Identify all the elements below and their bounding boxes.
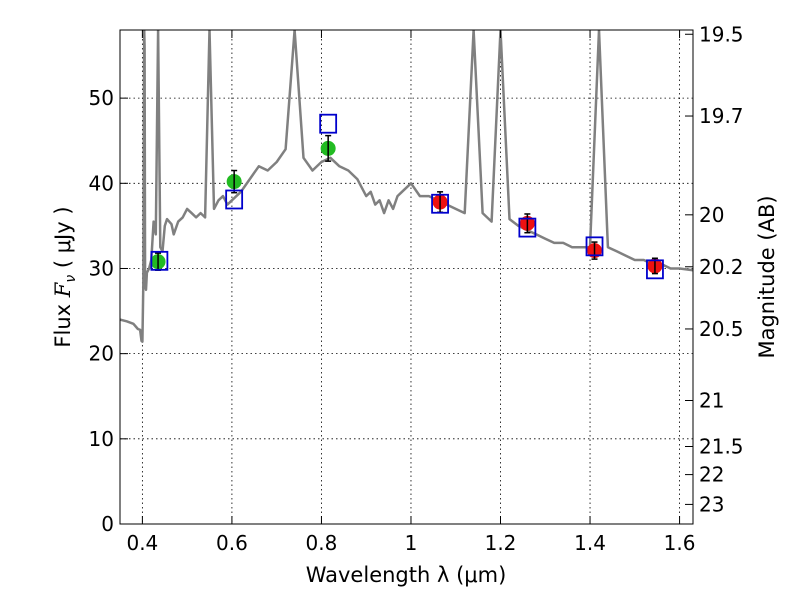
model-square-point <box>431 193 449 214</box>
x-tick-label: 0.4 <box>126 531 158 555</box>
x-tick-label: 0.8 <box>306 531 338 555</box>
model-square-point <box>518 217 537 238</box>
mag-tick-label: 21 <box>699 389 724 413</box>
mag-tick-label: 22 <box>699 463 724 487</box>
x-tick-label: 1.6 <box>664 531 696 555</box>
model-square-point <box>150 250 169 271</box>
right-axis-title: Magnitude (AB) <box>755 195 779 358</box>
y-tick-label: 0 <box>101 512 114 536</box>
y-tick-label: 20 <box>89 342 114 366</box>
mag-tick-label: 20.2 <box>699 255 744 279</box>
mag-tick-label: 20 <box>699 203 724 227</box>
x-tick-label: 1.4 <box>574 531 606 555</box>
mag-tick-label: 20.5 <box>699 317 744 341</box>
grid <box>120 30 693 524</box>
ticks: 0.4 0.6 0.8 1 1.2 1.4 1.6 0 10 20 30 40 50 19.5 19.7 20… <box>89 22 744 555</box>
model-square-point <box>585 236 604 257</box>
x-tick-label: 0.6 <box>216 531 248 555</box>
x-axis-title: Wavelength λ (μm) <box>306 563 507 587</box>
y-tick-label: 30 <box>89 256 114 280</box>
plot-area <box>120 30 693 343</box>
mag-tick-label: 19.7 <box>699 104 744 128</box>
model-square-point <box>646 259 664 280</box>
y-tick-label: 10 <box>89 427 114 451</box>
spectrum-line <box>120 30 693 343</box>
mag-tick-label: 23 <box>699 492 724 516</box>
axes-frame <box>119 29 694 525</box>
mag-tick-label: 21.5 <box>699 434 744 458</box>
model-square-point <box>225 189 244 210</box>
x-tick-label: 1 <box>405 531 418 555</box>
y-tick-label: 40 <box>89 171 114 195</box>
y-tick-label: 50 <box>89 86 114 110</box>
x-tick-label: 1.2 <box>485 531 517 555</box>
mag-tick-label: 19.5 <box>699 22 744 46</box>
model-square-point <box>319 113 338 134</box>
y-axis-title: Flux Fν ( μJy ) <box>51 206 79 347</box>
